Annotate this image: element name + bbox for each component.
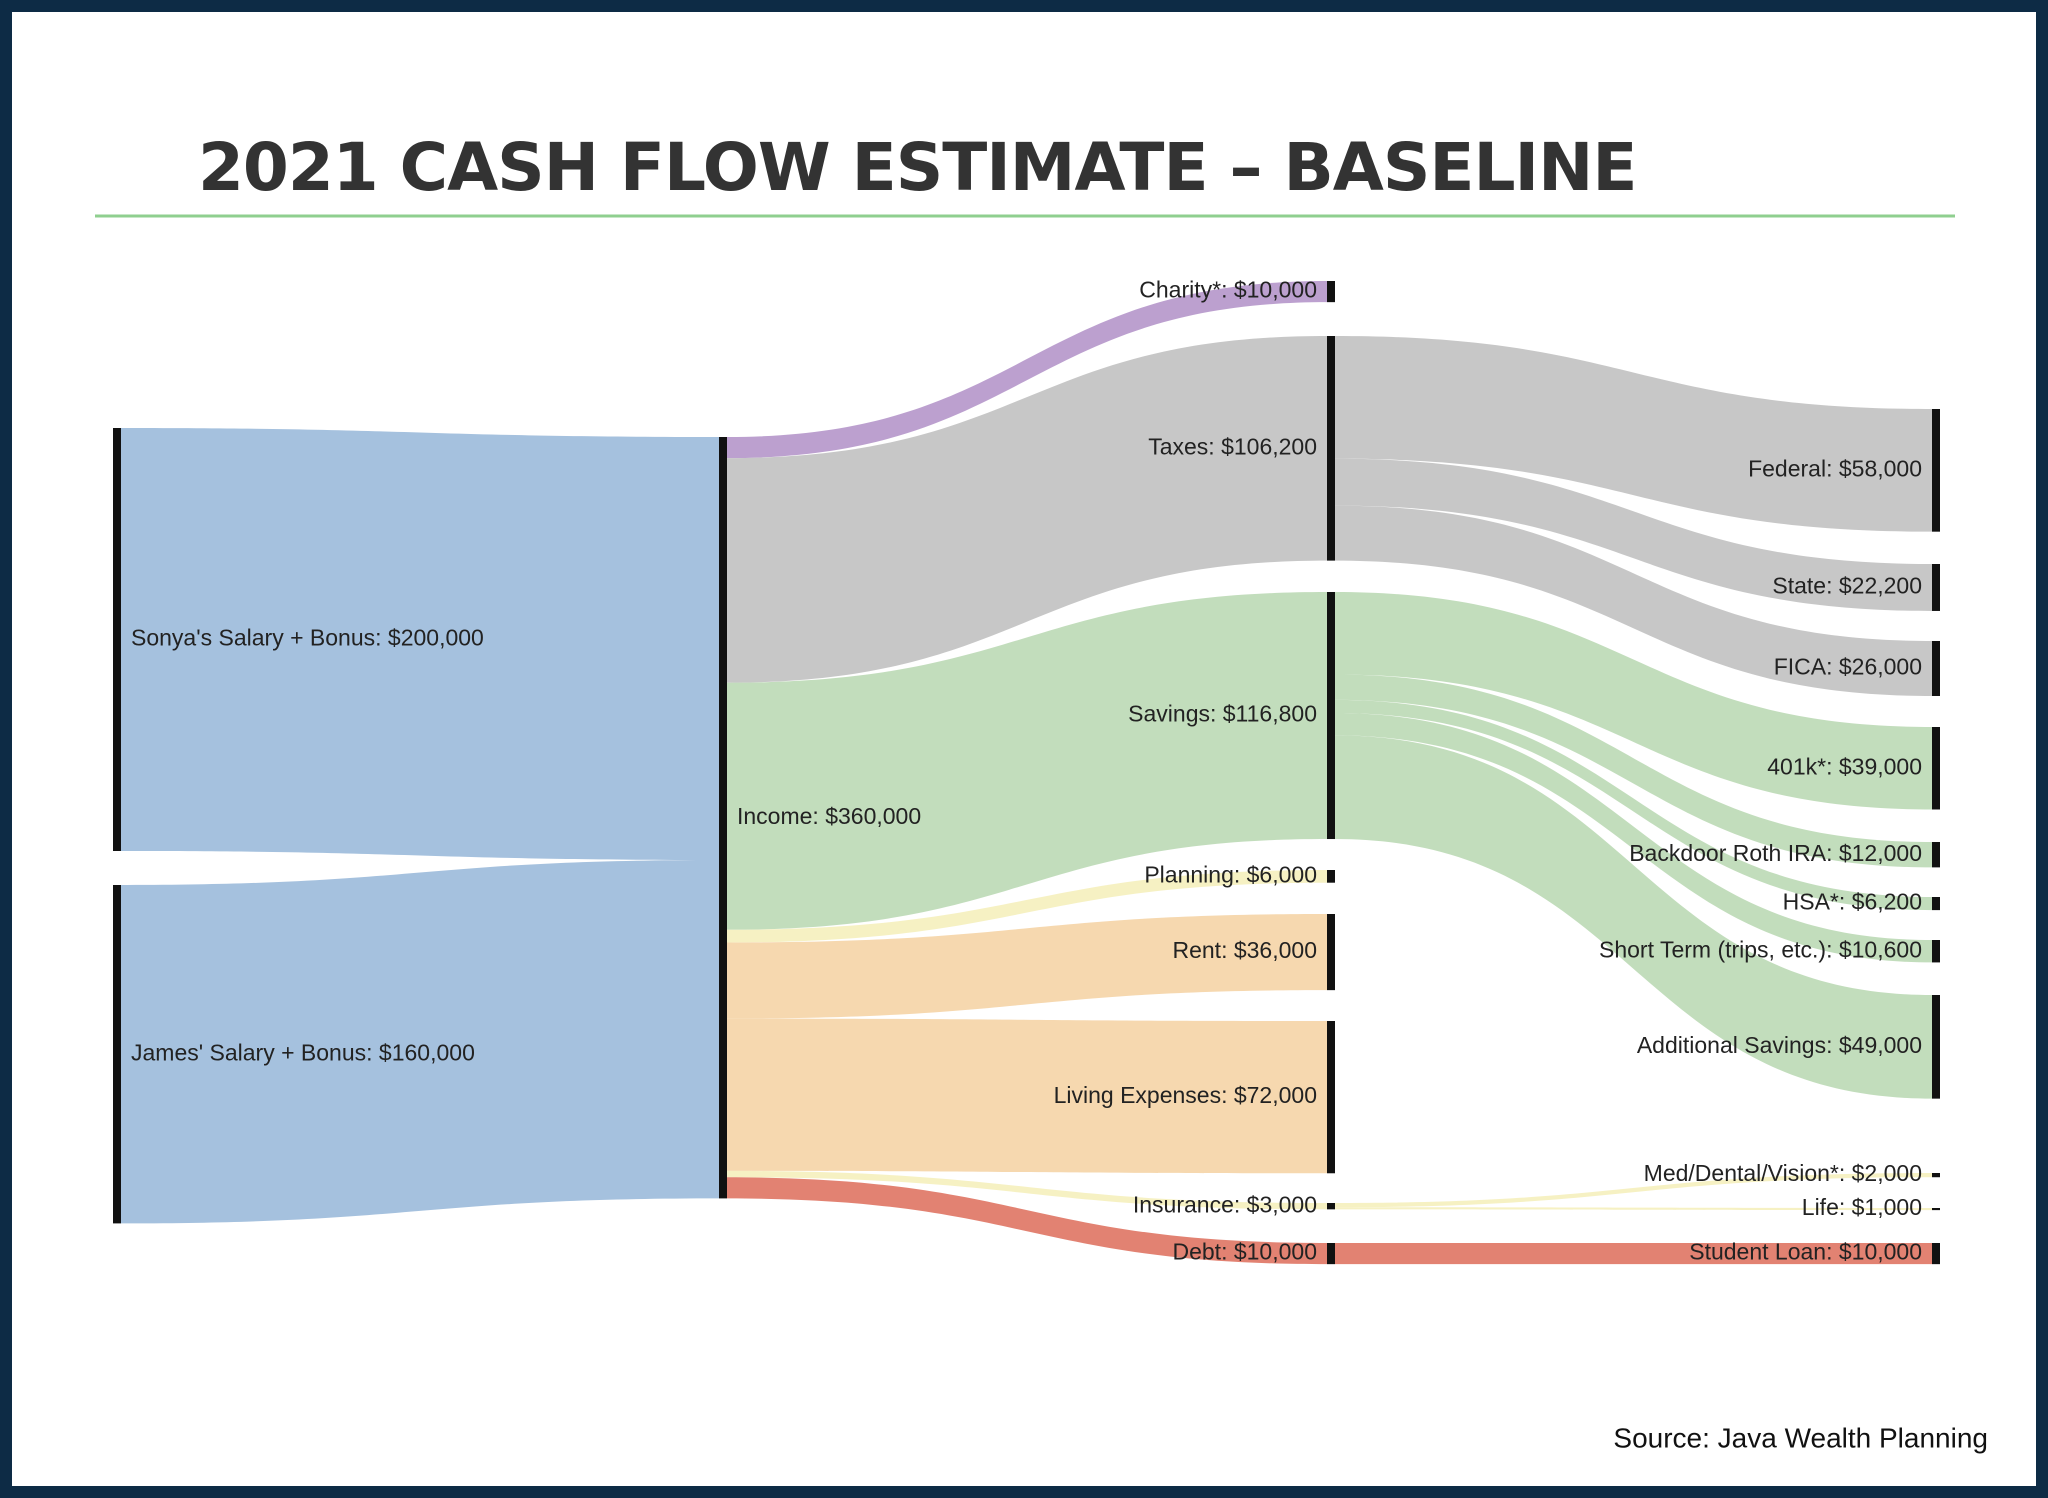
node-bar (1327, 914, 1335, 991)
node-label: Income: $360,000 (737, 803, 921, 829)
node-bar (1932, 1173, 1940, 1178)
flow (727, 870, 1327, 943)
node-label: HSA*: $6,200 (1783, 889, 1922, 915)
node-bar (1327, 1021, 1335, 1174)
node-label: Taxes: $106,200 (1148, 433, 1317, 459)
flow (727, 1018, 1327, 1174)
flow (121, 428, 719, 860)
flow (727, 336, 1327, 683)
flow (1335, 592, 1932, 810)
node-label: Sonya's Salary + Bonus: $200,000 (131, 625, 484, 651)
node-label: Planning: $6,000 (1144, 861, 1317, 887)
flow (1335, 674, 1932, 868)
node-bar (1932, 995, 1940, 1099)
node-label: Savings: $116,800 (1128, 701, 1317, 727)
node-label: 401k*: $39,000 (1767, 753, 1922, 779)
flow (1335, 336, 1932, 532)
node-bar (1932, 897, 1940, 911)
node-bar (1932, 940, 1940, 963)
source-note: Source: Java Wealth Planning (1613, 1422, 1988, 1453)
node-label: Debt: $10,000 (1172, 1239, 1317, 1265)
flow (1335, 699, 1932, 911)
node-bar (1932, 1208, 1940, 1211)
node-bar (1327, 281, 1335, 303)
node-label: Insurance: $3,000 (1133, 1191, 1317, 1217)
node-label: Student Loan: $10,000 (1689, 1239, 1922, 1265)
node-bar (1932, 564, 1940, 611)
node-bar (719, 437, 727, 1199)
flow (1335, 1173, 1932, 1208)
flow (1335, 458, 1932, 611)
node-bar (1327, 592, 1335, 840)
node-bar (113, 428, 121, 851)
node-label: Backdoor Roth IRA: $12,000 (1629, 840, 1922, 866)
flow (727, 914, 1327, 1019)
flow (121, 860, 719, 1224)
node-label: Charity*: $10,000 (1139, 277, 1317, 303)
node-label: Med/Dental/Vision*: $2,000 (1644, 1160, 1922, 1186)
flow (727, 1170, 1327, 1210)
flow (727, 592, 1327, 930)
flow (1335, 1243, 1932, 1265)
node-label: James' Salary + Bonus: $160,000 (131, 1039, 475, 1065)
node-label: Federal: $58,000 (1748, 455, 1922, 481)
node-bar (1932, 409, 1940, 532)
node-bar (1327, 870, 1335, 883)
flow (1335, 735, 1932, 1099)
node-bar (1327, 1243, 1335, 1265)
node-bar (1932, 641, 1940, 696)
node-label: Additional Savings: $49,000 (1637, 1032, 1922, 1058)
flow (1335, 712, 1932, 963)
node-bar (1932, 727, 1940, 810)
node-bar (1932, 842, 1940, 868)
links (121, 281, 1932, 1265)
chart-title: 2021 CASH FLOW ESTIMATE – BASELINE (198, 129, 1636, 206)
node-label: Rent: $36,000 (1172, 937, 1317, 963)
node-label: FICA: $26,000 (1774, 654, 1922, 680)
node-label: Life: $1,000 (1802, 1194, 1922, 1220)
flow (727, 1177, 1327, 1265)
node-label: State: $22,200 (1772, 573, 1922, 599)
node-bar (1327, 336, 1335, 561)
flow (1335, 505, 1932, 696)
flow (727, 281, 1327, 459)
node-bar (113, 885, 121, 1224)
node-bar (1932, 1243, 1940, 1265)
node-label: Short Term (trips, etc.): $10,600 (1599, 936, 1922, 962)
labels: Sonya's Salary + Bonus: $200,000 James' S… (131, 277, 1922, 1265)
node-label: Living Expenses: $72,000 (1054, 1082, 1317, 1108)
nodes (113, 281, 1940, 1265)
node-bar (1327, 1203, 1335, 1210)
flow (1335, 1207, 1932, 1211)
